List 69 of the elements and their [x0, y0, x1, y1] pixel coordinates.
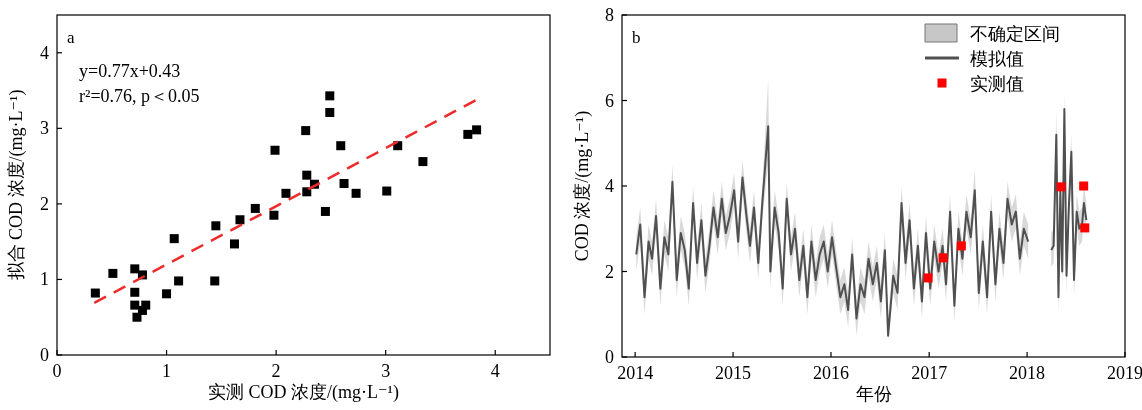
x-tick-label: 2014	[617, 363, 654, 383]
point	[938, 253, 948, 263]
point	[382, 186, 392, 196]
point	[923, 273, 933, 283]
annotation: a	[67, 28, 75, 47]
x-axis-title: 实测 COD 浓度/(mg·L⁻¹)	[208, 382, 399, 403]
x-tick-label: 2	[271, 361, 281, 381]
y-tick-label: 8	[605, 5, 614, 25]
point	[250, 203, 260, 213]
y-axis-title: COD 浓度/(mg·L⁻¹)	[572, 110, 593, 262]
point	[235, 215, 245, 225]
point	[130, 300, 140, 310]
point	[1056, 182, 1066, 192]
point	[269, 210, 279, 220]
y-tick-label: 0	[605, 347, 614, 367]
point	[325, 91, 335, 101]
point	[325, 107, 335, 117]
y-axis-title: 拟合 COD 浓度/(mg·L⁻¹)	[6, 89, 27, 281]
x-tick-label: 2019	[1107, 363, 1142, 383]
point	[1080, 223, 1090, 233]
y-tick-label: 1	[40, 269, 49, 290]
point	[339, 178, 349, 188]
x-tick-label: 4	[490, 361, 500, 381]
point	[281, 188, 291, 198]
x-tick-label: 2018	[1009, 363, 1046, 383]
x-axis-title: 年份	[855, 384, 892, 404]
point	[418, 157, 428, 167]
annotation: r²=0.76, p＜0.05	[79, 86, 200, 106]
y-tick-label: 2	[605, 261, 614, 282]
point	[472, 125, 482, 135]
point	[130, 287, 140, 297]
point	[320, 206, 330, 216]
point	[141, 300, 151, 310]
annotation: b	[632, 28, 641, 47]
point	[463, 129, 473, 139]
point	[211, 221, 221, 231]
point	[132, 312, 142, 322]
x-tick-label: 2016	[812, 363, 849, 383]
point	[270, 145, 280, 155]
y-tick-label: 4	[605, 176, 614, 196]
point	[301, 126, 311, 136]
y-tick-label: 4	[40, 42, 49, 63]
point	[90, 288, 100, 298]
annotation: y=0.77x+0.43	[79, 61, 181, 81]
annotation: 不确定区间	[970, 24, 1060, 44]
point	[302, 187, 312, 197]
point	[956, 241, 966, 251]
legend-label: 实测值	[970, 74, 1024, 94]
point	[336, 141, 346, 151]
point	[302, 170, 312, 180]
point	[229, 239, 239, 249]
x-tick-label: 1	[162, 361, 172, 381]
y-tick-label: 0	[40, 345, 49, 365]
x-tick-label: 2017	[911, 363, 948, 383]
legend: 不确定区间	[924, 23, 1060, 44]
point	[169, 234, 179, 244]
point	[130, 264, 140, 274]
y-tick-label: 6	[605, 90, 614, 111]
y-tick-label: 3	[40, 118, 49, 139]
point	[1079, 181, 1089, 191]
x-tick-label: 3	[381, 361, 391, 381]
point	[210, 276, 220, 286]
legend-label: 模拟值	[970, 49, 1024, 69]
y-tick-label: 2	[40, 193, 49, 214]
point	[108, 268, 118, 278]
point	[351, 188, 361, 198]
x-tick-label: 2015	[715, 363, 752, 383]
point	[174, 276, 184, 286]
point	[162, 289, 172, 299]
